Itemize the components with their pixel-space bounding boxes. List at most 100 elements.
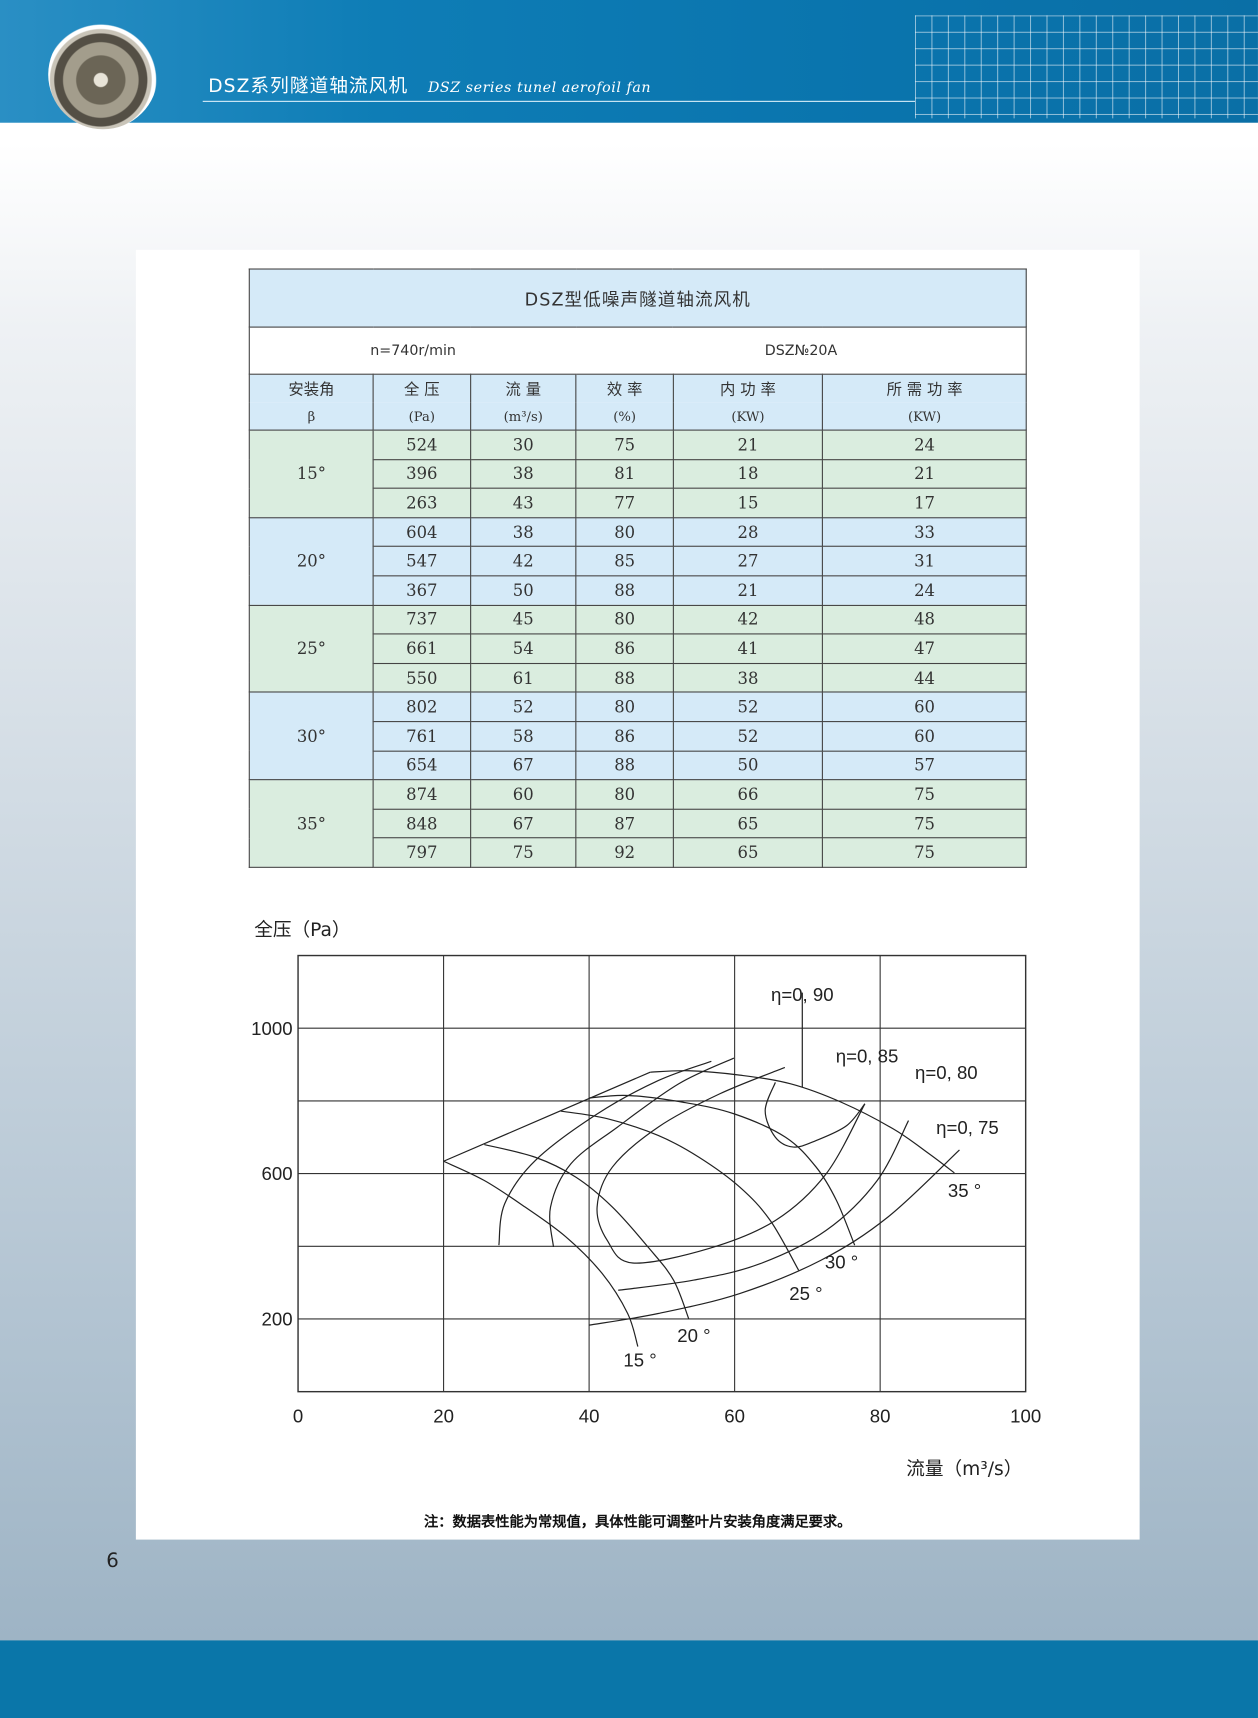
table-row: 661 54 86 41 47 <box>249 633 1027 664</box>
table-cell: 38 <box>672 662 824 693</box>
envelope-line <box>443 1071 651 1162</box>
footnote: 注：数据表性能为常规值，具体性能可调整叶片安装角度满足要求。 <box>424 1514 852 1531</box>
table-cell: 60 <box>469 779 577 810</box>
table-cell: 42 <box>672 604 824 635</box>
table-cell: 85 <box>575 546 674 577</box>
table-cell: 65 <box>672 837 824 868</box>
table-cell: 48 <box>822 604 1027 635</box>
column-unit: (Pa) <box>372 402 471 431</box>
angle-cell: 25° <box>248 604 375 693</box>
header-divider <box>202 100 915 102</box>
angle-curve <box>589 1094 856 1246</box>
angle-curve <box>484 1143 690 1320</box>
table-cell: 31 <box>822 546 1027 577</box>
table-cell: 367 <box>372 575 471 606</box>
angle-curve-label: 25 ° <box>789 1283 822 1304</box>
y-tick-label: 200 <box>262 1309 293 1330</box>
column-unit: (KW) <box>672 402 824 431</box>
table-row: 797 75 92 65 75 <box>249 837 1027 868</box>
efficiency-curve <box>618 1120 910 1291</box>
angle-cell: 20° <box>248 516 375 606</box>
column-header: 安装角 <box>248 373 375 403</box>
table-cell: 524 <box>372 429 471 460</box>
table-cell: 50 <box>672 750 824 781</box>
table-cell: 761 <box>372 720 471 752</box>
table-cell: 263 <box>372 487 471 519</box>
efficiency-curve-label: η=0, 75 <box>936 1117 999 1138</box>
y-tick-label: 600 <box>262 1163 293 1184</box>
table-cell: 44 <box>822 662 1027 693</box>
table-cell: 550 <box>372 662 471 693</box>
table-cell: 60 <box>822 691 1027 723</box>
x-axis-label: 流量（m³/s） <box>906 1458 1023 1481</box>
table-row: 35° 874 60 80 66 75 <box>248 779 1027 868</box>
table-row: 367 50 88 21 24 <box>249 575 1027 606</box>
table-cell: 54 <box>469 633 577 664</box>
column-header: 全 压 <box>372 373 471 403</box>
header-title-en: DSZ series tunel aerofoil fan <box>427 79 652 97</box>
column-unit: (%) <box>575 402 674 431</box>
table-cell: 21 <box>672 429 824 460</box>
table-cell: 42 <box>469 546 577 577</box>
efficiency-curve-label: η=0, 90 <box>771 984 834 1005</box>
table-row: 761 58 86 52 60 <box>249 720 1027 752</box>
fan-product-icon <box>48 19 158 130</box>
table-cell: 92 <box>575 837 674 868</box>
table-cell: 77 <box>575 487 674 519</box>
table-row: 263 43 77 15 17 <box>249 487 1027 519</box>
table-cell: 47 <box>822 633 1027 664</box>
angle-curve <box>650 1070 955 1174</box>
angle-curve-label: 15 ° <box>623 1350 656 1371</box>
table-cell: 75 <box>822 779 1027 810</box>
x-tick-label: 20 <box>433 1405 454 1426</box>
table-cell: 802 <box>372 691 471 723</box>
table-title: DSZ型低噪声隧道轴流风机 <box>248 268 1027 328</box>
table-cell: 30 <box>469 429 577 460</box>
table-cell: 52 <box>672 691 824 723</box>
x-tick-label: 0 <box>293 1405 303 1426</box>
table-cell: 57 <box>822 750 1027 781</box>
table-cell: 75 <box>822 837 1027 868</box>
table-row: 25° 737 45 80 42 48 <box>248 604 1027 693</box>
table-cell: 21 <box>822 458 1027 489</box>
efficiency-curve <box>764 1082 866 1148</box>
table-cell: 86 <box>575 633 674 664</box>
angle-curve-label: 20 ° <box>677 1325 710 1346</box>
table-cell: 80 <box>575 516 674 548</box>
table-cell: 15 <box>672 487 824 519</box>
table-cell: 38 <box>469 458 577 489</box>
table-cell: 66 <box>672 779 824 810</box>
efficiency-curve <box>589 1149 960 1326</box>
table-row: 30° 802 52 80 52 60 <box>248 691 1027 781</box>
table-cell: 547 <box>372 546 471 577</box>
column-unit: (m³/s) <box>469 402 577 431</box>
table-cell: 75 <box>575 429 674 460</box>
footer-band <box>0 1640 1258 1718</box>
table-row: 848 67 87 65 75 <box>249 808 1027 839</box>
column-header: 内 功 率 <box>672 373 824 403</box>
table-cell: 52 <box>469 691 577 723</box>
table-row: 547 42 85 27 31 <box>249 546 1027 577</box>
table-cell: 24 <box>822 575 1027 606</box>
header-title-cn: DSZ系列隧道轴流风机 <box>208 75 409 98</box>
column-header: 效 率 <box>575 373 674 403</box>
header-title: DSZ系列隧道轴流风机 DSZ series tunel aerofoil fan <box>208 70 652 98</box>
x-tick-label: 100 <box>1010 1405 1041 1426</box>
table-cell: 24 <box>822 429 1027 460</box>
angle-cell: 30° <box>248 691 375 781</box>
table-cell: 75 <box>822 808 1027 839</box>
table-cell: 80 <box>575 779 674 810</box>
angle-curve <box>443 1160 639 1347</box>
table-cell: 874 <box>372 779 471 810</box>
column-header: 所 需 功 率 <box>822 373 1027 403</box>
efficiency-curve <box>596 1066 866 1264</box>
table-cell: 88 <box>575 575 674 606</box>
x-tick-label: 80 <box>870 1405 891 1426</box>
efficiency-curve-label: η=0, 85 <box>836 1045 899 1066</box>
table-cell: 80 <box>575 691 674 723</box>
model-value: DSZ№20A <box>576 326 1027 375</box>
table-cell: 21 <box>672 575 824 606</box>
table-cell: 88 <box>575 662 674 693</box>
